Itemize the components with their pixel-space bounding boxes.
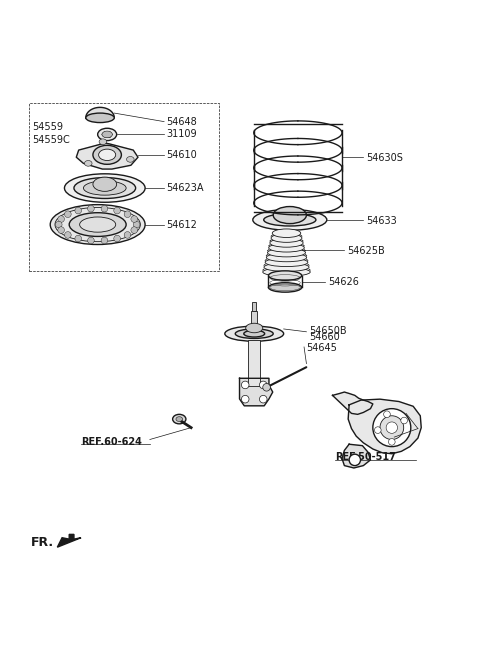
Ellipse shape [225,326,284,341]
Circle shape [131,227,138,234]
Text: FR.: FR. [31,536,54,549]
Text: 54559
54559C: 54559 54559C [33,122,71,145]
Circle shape [58,227,64,234]
Ellipse shape [127,157,134,162]
Ellipse shape [269,243,304,252]
Ellipse shape [93,177,117,192]
Polygon shape [240,379,273,406]
Ellipse shape [264,214,316,226]
Ellipse shape [102,131,112,138]
Circle shape [124,211,131,218]
Text: 54650B: 54650B [309,326,347,336]
Text: 54633: 54633 [366,216,396,226]
Text: 54645: 54645 [306,343,337,353]
Circle shape [131,216,138,222]
Ellipse shape [266,253,307,262]
Ellipse shape [253,209,327,230]
Circle shape [263,384,270,391]
Text: 54625B: 54625B [347,246,384,256]
Circle shape [75,236,82,242]
Ellipse shape [264,263,309,272]
Circle shape [388,439,395,445]
Text: 54660: 54660 [309,333,339,342]
Text: 54610: 54610 [167,150,197,160]
Polygon shape [342,444,371,468]
Circle shape [384,411,390,418]
Bar [252,312,257,333]
Ellipse shape [50,205,145,245]
Polygon shape [86,108,114,118]
Circle shape [373,409,411,447]
Ellipse shape [268,283,301,292]
Polygon shape [76,143,138,169]
Circle shape [87,205,94,212]
Circle shape [374,427,381,434]
Circle shape [241,381,249,389]
Text: 54648: 54648 [167,117,197,127]
Ellipse shape [273,207,306,224]
Ellipse shape [268,271,301,280]
Ellipse shape [176,417,182,421]
Polygon shape [348,399,421,454]
Ellipse shape [270,239,303,247]
Ellipse shape [272,229,301,237]
Circle shape [101,205,108,212]
Circle shape [75,207,82,214]
Bar [248,340,260,386]
Circle shape [386,422,397,434]
Ellipse shape [244,331,264,337]
Ellipse shape [246,323,263,333]
Circle shape [124,232,131,238]
Circle shape [64,232,71,238]
Circle shape [114,236,120,242]
Ellipse shape [267,249,305,257]
Ellipse shape [235,329,273,338]
Circle shape [56,221,62,228]
Text: 31109: 31109 [167,129,197,140]
Circle shape [260,381,267,389]
Circle shape [349,454,360,466]
Text: 54630S: 54630S [366,153,403,163]
Ellipse shape [69,213,126,236]
Ellipse shape [271,234,302,242]
Circle shape [114,207,120,214]
Circle shape [64,211,71,218]
Text: 54623A: 54623A [167,183,204,193]
Ellipse shape [97,129,117,140]
Ellipse shape [84,161,92,166]
Ellipse shape [98,149,116,161]
Circle shape [133,221,140,228]
Text: 54626: 54626 [328,277,359,287]
Text: 54612: 54612 [167,220,197,230]
Bar [252,302,256,312]
Ellipse shape [173,415,186,424]
Ellipse shape [263,268,310,276]
Ellipse shape [74,178,136,199]
Ellipse shape [64,174,145,202]
Circle shape [101,237,108,244]
Ellipse shape [84,181,126,195]
Polygon shape [57,535,81,547]
Polygon shape [333,392,373,415]
Ellipse shape [99,139,107,144]
Ellipse shape [80,217,116,232]
Circle shape [87,237,94,244]
Circle shape [260,396,267,403]
Circle shape [380,416,404,440]
Text: REF.60-624: REF.60-624 [81,437,142,447]
Circle shape [58,216,64,222]
Circle shape [401,417,408,424]
Ellipse shape [86,113,114,123]
Ellipse shape [265,258,308,266]
Text: REF.50-517: REF.50-517 [335,452,396,462]
Circle shape [241,396,249,403]
Ellipse shape [93,146,121,164]
